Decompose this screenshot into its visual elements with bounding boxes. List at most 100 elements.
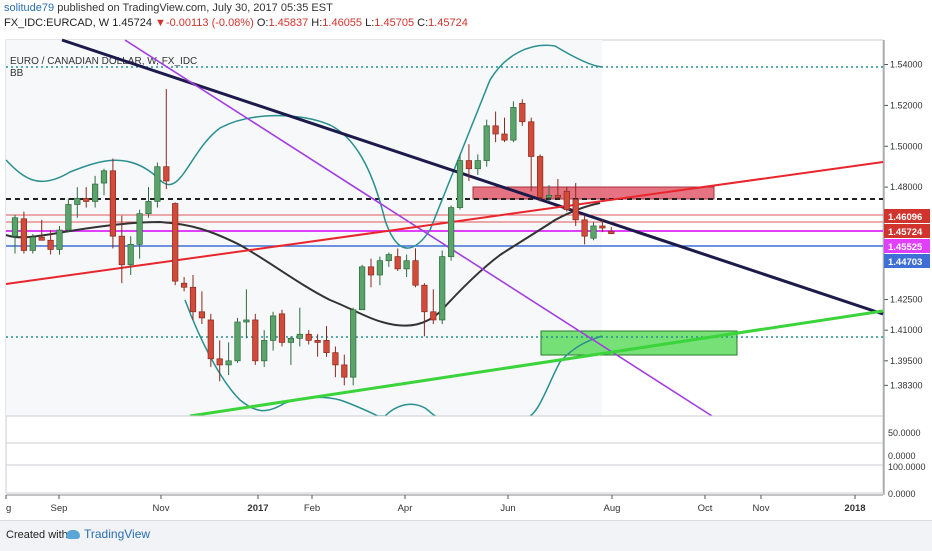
candlestick-11[interactable] [100, 168, 108, 196]
candlestick-3[interactable] [29, 234, 36, 254]
candle-body [528, 121, 535, 157]
candlestick-13[interactable] [118, 215, 125, 284]
candlestick-43[interactable] [385, 252, 392, 267]
close-value: 1.45724 [428, 17, 468, 29]
candle-body [270, 315, 277, 341]
candlestick-24[interactable] [216, 340, 223, 382]
candle-body [83, 198, 90, 202]
candle-body [385, 254, 392, 262]
candlestick-44[interactable] [394, 248, 401, 271]
candlestick-37[interactable] [332, 346, 339, 378]
candlestick-21[interactable] [189, 275, 197, 320]
candlestick-36[interactable] [323, 326, 330, 357]
candlestick-25[interactable] [225, 342, 232, 376]
candlestick-62[interactable] [554, 178, 562, 200]
candlestick-51[interactable] [456, 154, 464, 210]
candlestick-30[interactable] [270, 311, 277, 351]
candlestick-63[interactable] [563, 187, 570, 212]
candlestick-22[interactable] [198, 291, 205, 325]
candlestick-26[interactable] [234, 317, 241, 363]
candlestick-17[interactable] [154, 162, 161, 208]
candlestick-49[interactable] [439, 250, 446, 325]
candle-body [519, 102, 526, 123]
candlestick-1[interactable] [11, 214, 19, 254]
candlestick-46[interactable] [412, 248, 419, 288]
candlestick-9[interactable] [83, 187, 90, 208]
candle-body [581, 219, 588, 237]
price-badge-4: 1.44703 [884, 254, 930, 268]
candlestick-61[interactable] [545, 185, 553, 202]
candlestick-41[interactable] [367, 258, 375, 288]
candlestick-55[interactable] [492, 111, 499, 143]
candlestick-27[interactable] [243, 289, 250, 339]
candle-body [47, 239, 54, 250]
candlestick-35[interactable] [314, 334, 321, 357]
indicator-3-scale-bottom-label: 0.0000 [888, 489, 916, 499]
candlestick-64[interactable] [572, 183, 579, 226]
candlestick-34[interactable] [305, 330, 312, 345]
published-text: published on TradingView.com, July 30, 2… [57, 2, 333, 14]
candle-body [198, 311, 205, 319]
candlestick-19[interactable] [172, 202, 179, 286]
candlestick-66[interactable] [590, 221, 597, 241]
candlestick-7[interactable] [65, 198, 72, 233]
trendline-navy[interactable] [61, 38, 884, 316]
candlestick-60[interactable] [536, 154, 544, 202]
candlestick-4[interactable] [38, 219, 45, 241]
indicator-2-scale-label: 0.0000 [888, 451, 916, 461]
candlestick-10[interactable] [91, 175, 99, 208]
candlestick-67[interactable] [599, 219, 606, 233]
candlestick-8[interactable] [74, 187, 81, 218]
indicator-pane-1 [5, 415, 884, 444]
trendline-purple[interactable] [124, 39, 713, 417]
x-tick-label: g [6, 503, 11, 514]
candlestick-14[interactable] [127, 236, 134, 275]
candlestick-12[interactable] [109, 158, 117, 249]
candlestick-39[interactable] [350, 307, 357, 386]
candlestick-47[interactable] [421, 283, 428, 337]
candlestick-31[interactable] [278, 309, 286, 347]
candlestick-42[interactable] [376, 256, 383, 286]
candlestick-52[interactable] [465, 144, 472, 181]
candlestick-28[interactable] [252, 313, 259, 365]
candlestick-56[interactable] [501, 117, 508, 143]
candlestick-32[interactable] [287, 336, 294, 365]
price-chart[interactable]: EURO / CANADIAN DOLLAR, W, FX_IDC BB 1.5… [0, 38, 932, 520]
candlestick-18[interactable] [163, 89, 170, 190]
candlestick-48[interactable] [430, 289, 437, 325]
candlestick-68[interactable] [608, 226, 615, 235]
candlestick-59[interactable] [528, 117, 535, 192]
candle-body [163, 166, 170, 182]
bollinger-lower-band [184, 299, 603, 417]
author-name[interactable]: solitude79 [4, 2, 55, 14]
candlestick-54[interactable] [483, 119, 490, 167]
open-label: O: [256, 17, 269, 29]
candlestick-16[interactable] [145, 187, 152, 218]
trendline-green[interactable] [189, 309, 884, 418]
candlestick-6[interactable] [56, 225, 63, 255]
candle-body [394, 256, 401, 270]
candlestick-57[interactable] [510, 101, 517, 143]
candlestick-45[interactable] [403, 254, 410, 278]
candlestick-40[interactable] [359, 264, 366, 311]
candlestick-5[interactable] [47, 230, 54, 255]
candle-body [599, 225, 606, 229]
tradingview-logo[interactable]: TradingView [66, 527, 150, 541]
candlestick-38[interactable] [341, 354, 348, 386]
candlestick-29[interactable] [261, 330, 268, 367]
candlestick-2[interactable] [20, 211, 27, 254]
candlestick-50[interactable] [448, 205, 455, 261]
candlestick-65[interactable] [581, 215, 588, 245]
candlestick-20[interactable] [181, 277, 188, 292]
instrument-title: EURO / CANADIAN DOLLAR, W, FX_IDC [10, 56, 197, 67]
low-value: 1.45705 [374, 17, 415, 29]
candle-body [225, 360, 232, 366]
candlestick-15[interactable] [136, 209, 143, 259]
candlestick-33[interactable] [296, 307, 303, 347]
candlestick-53[interactable] [474, 154, 481, 175]
candlestick-58[interactable] [519, 99, 526, 126]
trendline-red[interactable] [5, 161, 884, 285]
support-zone[interactable] [540, 330, 738, 356]
candlestick-23[interactable] [207, 313, 214, 367]
candle-body [323, 340, 330, 354]
